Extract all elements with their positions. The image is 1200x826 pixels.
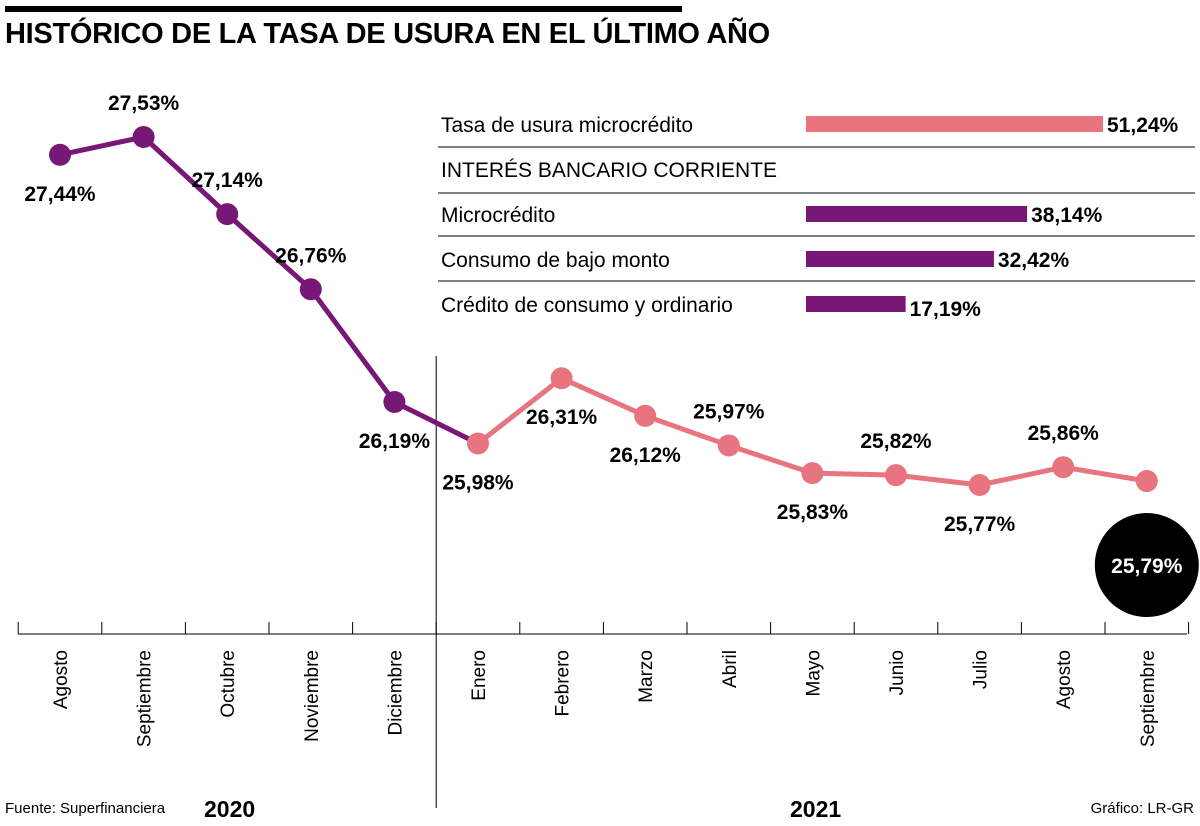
data-label: 26,19%	[359, 430, 431, 453]
x-tick-label: Septiembre	[1138, 650, 1159, 747]
data-label: 25,82%	[860, 430, 932, 453]
data-label: 25,86%	[1028, 422, 1100, 445]
series-line-segment	[141, 134, 230, 217]
data-label: 25,97%	[693, 400, 765, 423]
bar-category-label: Crédito de consumo y ordinario	[441, 294, 733, 317]
chart-title: HISTÓRICO DE LA TASA DE USURA EN EL ÚLTI…	[5, 18, 770, 50]
x-tick-label: Enero	[469, 650, 490, 701]
bar-value-label: 51,24%	[1107, 114, 1179, 137]
highlight-bubble	[1094, 513, 1199, 618]
series-line-segment	[475, 375, 565, 446]
credit-note: Gráfico: LR-GR	[1090, 800, 1194, 817]
data-point	[49, 143, 71, 166]
data-label: 27,44%	[24, 183, 96, 206]
data-label: 27,14%	[192, 169, 264, 192]
bar-value-label: 17,19%	[910, 298, 982, 321]
series-line-segment	[1060, 464, 1150, 484]
bar-value-label: 32,42%	[998, 249, 1070, 272]
year-label-2021: 2021	[790, 796, 842, 822]
bar-category-label: Microcrédito	[441, 204, 555, 227]
series-line-segment	[642, 413, 732, 448]
data-point	[717, 434, 740, 457]
x-tick-label: Abril	[720, 650, 741, 688]
data-point	[383, 390, 406, 413]
year-label-2020: 2020	[204, 796, 256, 822]
data-label: 25,83%	[777, 501, 849, 524]
bar	[806, 251, 994, 267]
data-label: 26,12%	[610, 444, 682, 467]
data-point	[968, 474, 991, 496]
x-tick-label: Agosto	[1054, 650, 1075, 709]
series-line-segment	[308, 286, 397, 405]
x-tick-label: Diciembre	[385, 650, 406, 736]
series-line-segment	[57, 134, 147, 158]
data-point	[801, 462, 824, 485]
series-line-segment	[809, 470, 899, 478]
data-point	[1135, 470, 1158, 493]
x-tick-label: Noviembre	[302, 650, 323, 742]
data-label: 26,76%	[275, 244, 347, 267]
bar	[806, 296, 906, 312]
x-tick-label: Febrero	[553, 650, 574, 717]
series-line-segment	[224, 211, 314, 292]
data-point	[634, 404, 657, 427]
x-tick-label: Octubre	[218, 650, 239, 718]
data-point	[299, 278, 322, 301]
bar-value-label: 38,14%	[1031, 204, 1103, 227]
series-line-segment	[977, 464, 1066, 488]
data-label: 25,77%	[944, 513, 1016, 536]
x-tick-label: Mayo	[803, 650, 824, 696]
data-label: 26,31%	[526, 406, 598, 429]
x-tick-label: Julio	[971, 650, 992, 689]
data-label: 25,79%	[1111, 555, 1183, 578]
x-tick-label: Junio	[887, 650, 908, 695]
title-rule	[5, 6, 682, 12]
bar-category-label: Tasa de usura microcrédito	[441, 114, 693, 137]
bar-category-label: Consumo de bajo monto	[441, 249, 670, 272]
x-tick-label: Marzo	[636, 650, 657, 703]
source-note: Fuente: Superfinanciera	[5, 800, 166, 817]
x-tick-label: Agosto	[51, 650, 72, 709]
series-line-segment	[391, 399, 481, 446]
data-label: 25,98%	[442, 471, 514, 494]
data-point	[1052, 456, 1075, 479]
x-tick-label: Septiembre	[135, 650, 156, 747]
bar	[806, 206, 1028, 222]
bar-group-heading: INTERÉS BANCARIO CORRIENTE	[441, 159, 777, 182]
series-line-segment	[726, 442, 815, 476]
series-line-segment	[559, 375, 648, 419]
data-point	[132, 126, 155, 148]
series-line-segment	[893, 472, 983, 488]
data-point	[216, 203, 239, 226]
data-point	[550, 367, 573, 390]
data-point	[467, 432, 489, 455]
data-label: 27,53%	[108, 92, 180, 115]
data-point	[885, 464, 907, 487]
bar	[806, 116, 1103, 132]
